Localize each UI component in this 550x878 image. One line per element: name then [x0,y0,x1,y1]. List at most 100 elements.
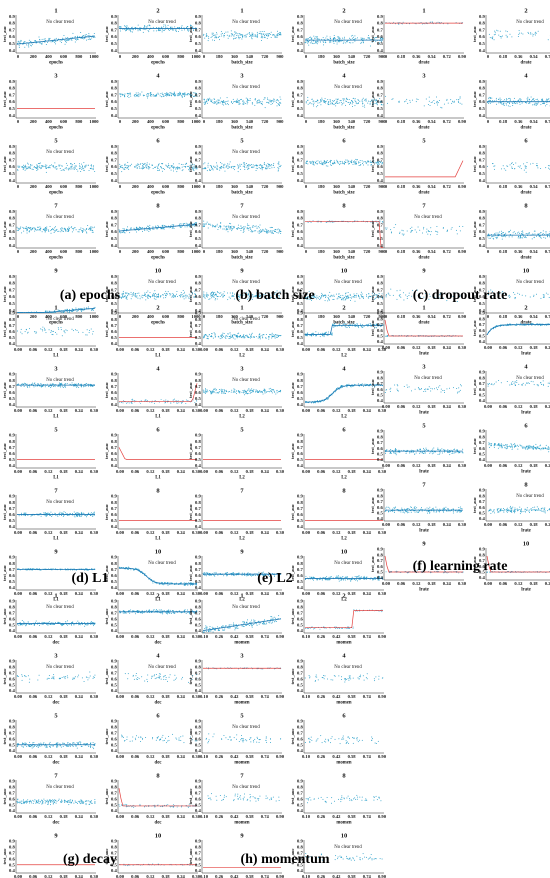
data-point [266,33,268,35]
data-point [83,162,85,164]
data-point [46,229,48,231]
y-tick-label: 0.9 [111,311,117,316]
data-point [54,38,56,40]
data-point [172,167,174,169]
data-point [47,512,49,514]
data-point [57,309,59,311]
data-point [43,38,45,40]
data-point [547,236,549,238]
data-point [305,162,307,164]
data-point [489,237,491,239]
data-point [71,228,73,230]
x-tick-label: 0.54 [428,184,437,189]
y-tick-label: 0.6 [479,164,485,169]
data-point [223,104,225,106]
x-tick-label: 180 [318,119,326,124]
data-point [518,33,520,35]
data-point [209,223,211,225]
data-point [278,33,280,35]
data-point [355,296,357,298]
data-point [458,102,460,104]
data-point [136,167,138,169]
data-point [246,227,248,229]
data-point [410,229,412,231]
y-tick-label: 0.8 [297,216,303,221]
data-point [254,104,256,106]
data-point [278,230,280,232]
data-point [264,97,266,99]
data-point [359,159,361,161]
data-point [55,166,57,168]
data-point [176,402,178,404]
data-point [223,165,225,167]
data-point [351,296,353,298]
data-point [223,164,225,166]
data-point [18,228,20,230]
data-point [244,36,246,38]
data-point [27,162,29,164]
data-point [385,95,387,97]
data-point [206,33,208,35]
data-point [365,100,367,102]
data-point [179,168,181,170]
data-point [207,40,209,42]
data-point [61,37,63,39]
panel-number: 4 [524,73,528,80]
data-point [391,231,393,233]
data-point [207,166,209,168]
data-point [74,165,76,167]
data-point [227,168,229,170]
data-point [203,168,205,170]
data-point [34,228,36,230]
data-point [90,228,92,230]
y-tick-label: 0.8 [195,21,201,26]
data-point [538,236,540,238]
data-point [91,385,93,387]
data-point [24,41,26,43]
data-point [51,164,53,166]
data-point [119,94,121,96]
data-point [540,237,542,239]
data-point [236,228,238,230]
data-point [88,169,90,171]
data-point [85,164,87,166]
data-point [243,226,245,228]
y-tick-label: 0.8 [479,281,485,286]
data-point [393,21,395,23]
data-point [217,229,219,231]
data-point [141,230,143,232]
panel-annotation: No clear trend [148,20,176,25]
data-point [179,223,181,225]
data-point [236,98,238,100]
x-axis-label: epochs [49,61,63,66]
y-tick-label: 0.9 [111,433,117,438]
data-point [181,96,183,98]
x-tick-label: 0.36 [514,314,523,319]
y-tick-label: 0.4 [9,463,15,468]
data-point [355,162,357,164]
data-point [138,229,140,231]
data-point [213,102,215,104]
data-point [119,163,121,165]
data-point [61,383,63,385]
data-point [395,224,397,226]
y-axis-label: test_auc [2,221,7,237]
data-point [337,161,339,163]
data-point [347,295,349,297]
data-point [261,37,263,39]
data-point [153,228,155,230]
x-tick-label: 0.00 [14,347,23,352]
data-point [260,164,262,166]
data-point [85,165,87,167]
y-tick-label: 0.8 [377,21,383,26]
panel-number: 3 [240,73,244,80]
x-tick-label: 0 [487,54,490,59]
data-point [190,24,192,26]
x-tick-label: 200 [30,184,38,189]
data-point [185,295,187,297]
data-point [493,165,495,167]
data-point [523,163,525,165]
data-point [453,101,455,103]
data-point [158,169,160,171]
data-point [512,102,514,104]
